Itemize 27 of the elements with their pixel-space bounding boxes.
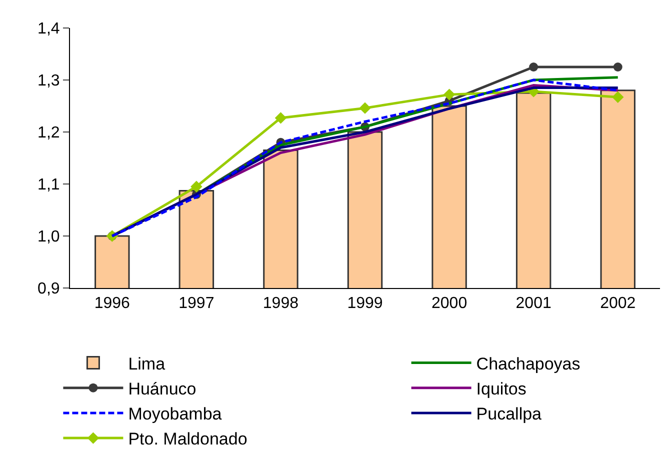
y-tick-label: 1,3 [38, 72, 60, 90]
point [529, 62, 538, 72]
legend-label: Pucallpa [476, 404, 542, 424]
point [190, 180, 202, 192]
legend-label: Pto. Maldonado [128, 430, 248, 449]
y-tick-label: 1,1 [38, 176, 60, 194]
x-tick-label: 1996 [94, 295, 130, 312]
point [274, 112, 287, 124]
x-tick-label: 2001 [516, 295, 552, 312]
x-tick-label: 1999 [347, 295, 383, 312]
point [612, 91, 624, 104]
y-tick-label: 1,4 [38, 20, 60, 38]
point [613, 62, 622, 72]
legend-label: Moyobamba [128, 404, 222, 424]
x-tick-label: 1998 [262, 295, 299, 312]
y-tick-label: 1,0 [38, 228, 60, 246]
y-tick-label: 1,2 [38, 124, 60, 142]
y-tick-label: 0,9 [38, 280, 60, 298]
legend-label: Lima [128, 354, 166, 374]
legend-label: Chachapoyas [476, 354, 580, 374]
x-tick-label: 1997 [178, 295, 214, 312]
x-tick-label: 2000 [431, 295, 468, 312]
point [443, 88, 456, 100]
legend-label: Huánuco [128, 379, 196, 398]
x-tick-label: 2002 [600, 295, 636, 312]
legend-label: Iquitos [476, 379, 526, 398]
point [359, 102, 371, 114]
